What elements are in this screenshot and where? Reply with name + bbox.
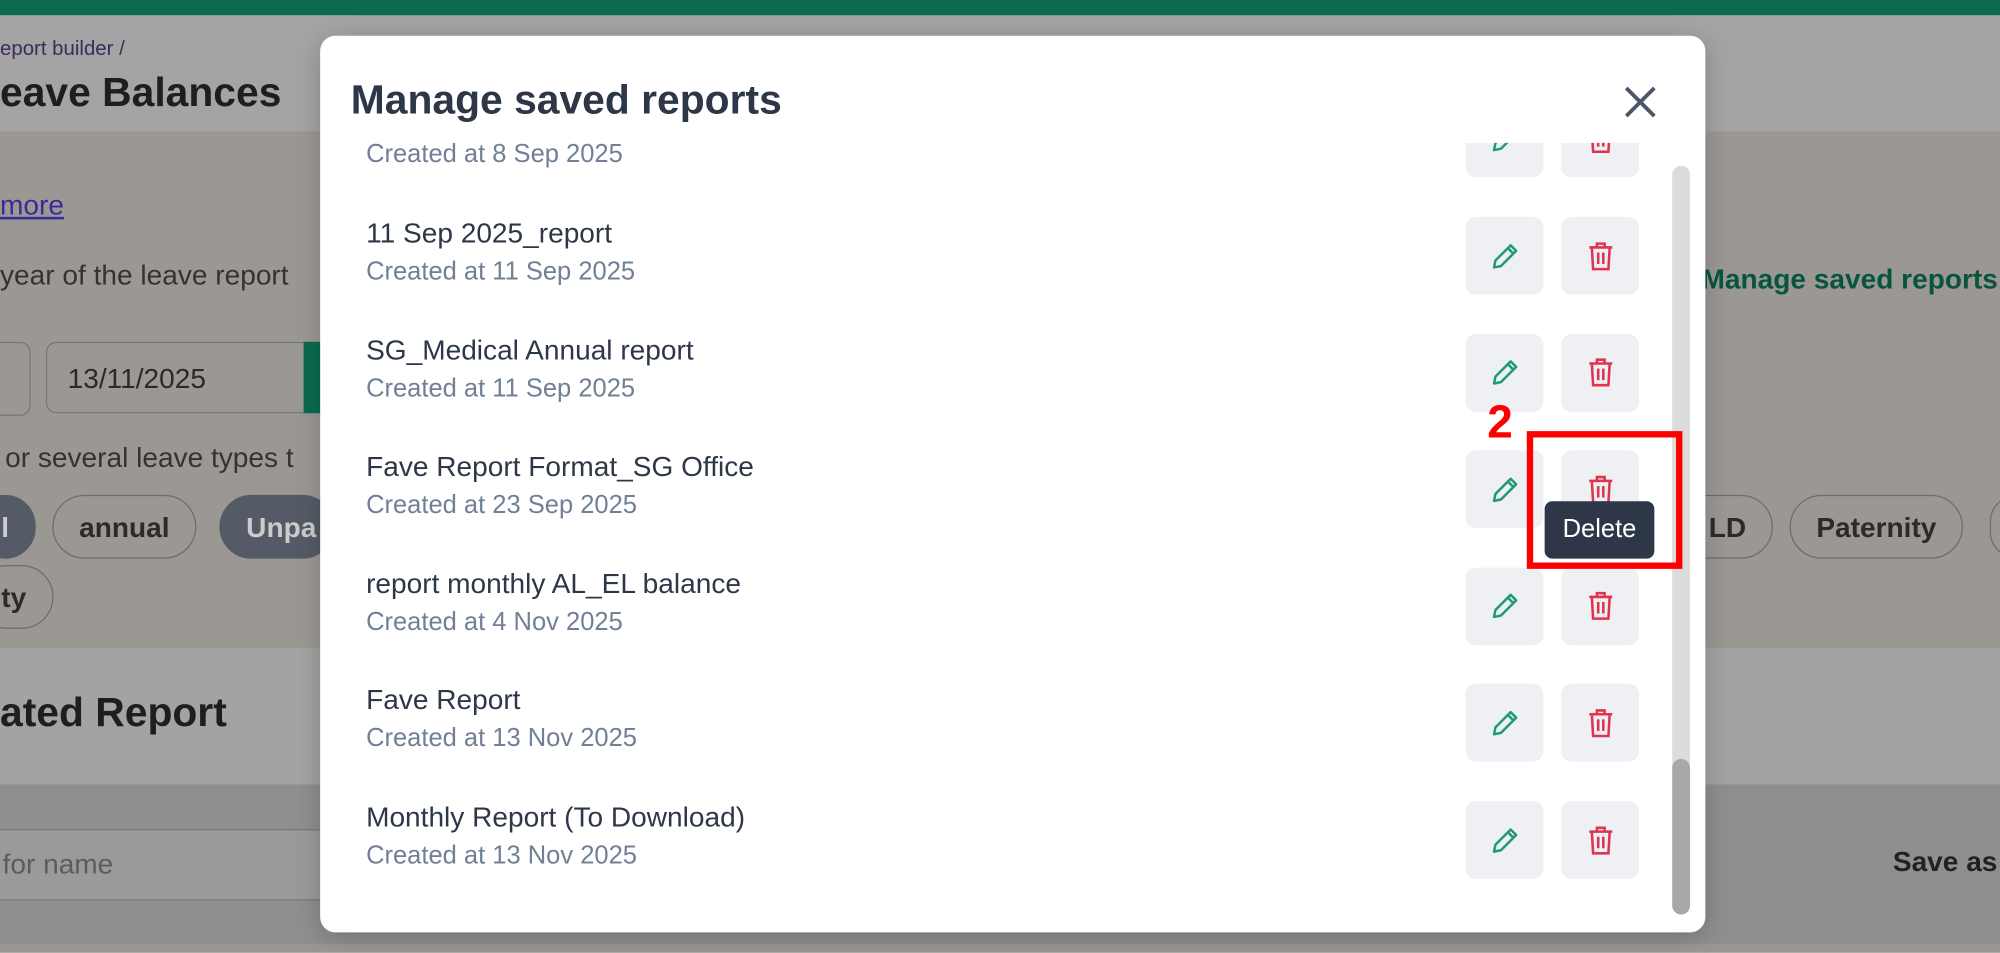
chip[interactable]: annual xyxy=(52,494,197,559)
tooltip: Delete xyxy=(1544,501,1655,559)
section-title: ated Report xyxy=(0,688,227,735)
report-name: Fave Report Format_SG Office xyxy=(366,450,754,483)
delete-button[interactable] xyxy=(1561,684,1640,762)
report-name: Fave Report xyxy=(366,684,521,717)
edit-icon xyxy=(1492,142,1508,152)
delete-button[interactable] xyxy=(1561,801,1640,879)
breadcrumb-sep: / xyxy=(119,38,125,60)
report-name: SG_Medical Annual report xyxy=(366,333,694,366)
scrollbar-thumb[interactable] xyxy=(1672,758,1691,915)
report-date: Created at 23 Sep 2025 xyxy=(366,491,637,520)
report-date: Created at 13 Nov 2025 xyxy=(366,724,637,754)
edit-button[interactable] xyxy=(1465,333,1544,412)
page-title: eave Balances xyxy=(0,68,282,115)
report-date: Created at 11 Sep 2025 xyxy=(366,257,636,286)
edit-icon xyxy=(1492,593,1517,619)
delete-icon xyxy=(1588,592,1612,621)
modal: Manage saved reports Created at 8 Sep 20… xyxy=(320,35,1706,933)
search-placeholder: for name xyxy=(2,848,114,881)
chip[interactable]: ty xyxy=(0,565,54,629)
report-name: report monthly AL_EL balance xyxy=(366,567,741,600)
report-date: Created at 8 Sep 2025 xyxy=(366,142,623,169)
highlight-box xyxy=(1526,431,1683,569)
report-date: Created at 13 Nov 2025 xyxy=(366,841,637,870)
edit-icon xyxy=(1492,827,1517,853)
hint: or several leave types t xyxy=(5,441,294,474)
edit-button[interactable] xyxy=(1465,142,1544,178)
hint: year of the leave report xyxy=(0,258,289,291)
delete-button[interactable] xyxy=(1561,216,1640,295)
report-date: Created at 11 Sep 2025 xyxy=(366,374,636,403)
edit-button[interactable] xyxy=(1465,216,1544,295)
edit-button[interactable] xyxy=(1465,801,1544,879)
delete-icon xyxy=(1588,825,1612,854)
save-as[interactable]: Save as xyxy=(1892,845,1998,878)
modal-title: Manage saved reports xyxy=(350,76,782,123)
edit-button[interactable] xyxy=(1465,567,1544,646)
report-name: 11 Sep 2025_report xyxy=(366,216,613,249)
edit-icon xyxy=(1492,243,1517,269)
report-date: Created at 4 Nov 2025 xyxy=(366,608,623,637)
delete-icon xyxy=(1588,241,1612,270)
delete-button[interactable] xyxy=(1561,333,1640,412)
close-button[interactable] xyxy=(1621,83,1659,121)
delete-icon xyxy=(1588,358,1612,387)
edit-icon xyxy=(1492,360,1517,385)
date-input[interactable]: 13/11/2025 xyxy=(45,341,314,414)
chip[interactable]: l xyxy=(0,494,36,559)
select[interactable] xyxy=(0,341,31,416)
breadcrumb[interactable]: eport builder / xyxy=(0,38,125,61)
chip[interactable]: Unpa xyxy=(219,494,335,559)
delete-icon xyxy=(1588,709,1612,738)
delete-button[interactable] xyxy=(1561,567,1640,646)
breadcrumb-link[interactable]: eport builder xyxy=(0,38,114,60)
chip[interactable] xyxy=(1989,494,2000,559)
delete-button[interactable] xyxy=(1561,142,1640,178)
edit-icon xyxy=(1492,710,1517,736)
edit-button[interactable] xyxy=(1465,684,1544,762)
top-bar xyxy=(0,0,2000,16)
chip[interactable]: Paternity xyxy=(1789,494,1964,559)
edit-icon xyxy=(1492,477,1517,502)
search[interactable] xyxy=(0,829,335,901)
report-list: Created at 8 Sep 2025 11 Sep 2025_report C… xyxy=(320,142,1672,908)
button-edge[interactable] xyxy=(303,341,322,414)
manage-link[interactable]: Manage saved reports xyxy=(1701,262,1998,295)
report-name: Monthly Report (To Download) xyxy=(366,801,746,833)
annotation-number: 2 xyxy=(1487,395,1513,448)
delete-icon xyxy=(1590,142,1610,153)
more-link[interactable]: more xyxy=(0,188,64,221)
